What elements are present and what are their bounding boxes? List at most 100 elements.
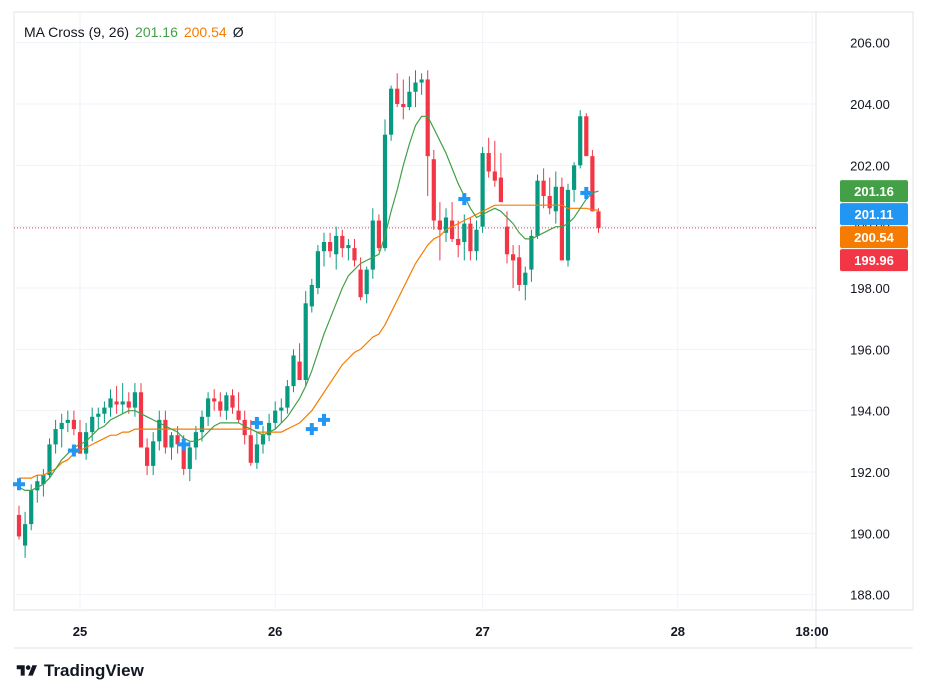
- cross-marker-v: [17, 478, 21, 491]
- price-badge: 199.96: [840, 249, 908, 272]
- price-badges: 201.16 201.11 200.54 199.96: [840, 180, 908, 272]
- candle-body: [340, 235, 345, 249]
- candle-up: [419, 73, 424, 95]
- candle-body: [41, 475, 46, 485]
- candle-body: [212, 398, 217, 402]
- candle-body: [224, 395, 229, 411]
- candle-body: [419, 79, 424, 83]
- candle-up: [273, 401, 278, 430]
- candle-up: [108, 389, 113, 417]
- candle-body: [370, 220, 375, 270]
- time-axis[interactable]: 25 26 27 28 18:00: [73, 624, 829, 639]
- candle-body: [65, 419, 70, 423]
- candle-body: [382, 134, 388, 249]
- candle-up: [193, 426, 198, 460]
- candle-body: [260, 435, 266, 445]
- candle-down: [395, 73, 400, 108]
- candle-down: [590, 150, 595, 212]
- candle-up: [413, 70, 418, 108]
- plot-area[interactable]: [13, 70, 816, 558]
- candle-down: [541, 168, 546, 209]
- candle-down: [492, 140, 497, 187]
- cross-marker: [580, 186, 593, 199]
- candle-body: [474, 229, 479, 252]
- hide-indicator-icon[interactable]: Ø: [232, 24, 244, 40]
- candle-body: [297, 361, 302, 380]
- candle-down: [584, 113, 589, 157]
- candle-body: [285, 386, 290, 408]
- price-badge-label: 200.54: [854, 230, 895, 245]
- tradingview-logo[interactable]: TradingView: [14, 661, 144, 681]
- candle-up: [309, 278, 314, 313]
- candle-down: [114, 386, 119, 414]
- candle-up: [206, 392, 211, 426]
- candle-up: [53, 419, 58, 454]
- x-tick-label: 25: [73, 624, 87, 639]
- candle-up: [553, 171, 558, 224]
- y-tick-label: 196.00: [850, 342, 890, 357]
- candle-body: [425, 79, 430, 157]
- indicator-legend[interactable]: MA Cross (9, 26) 201.16 200.54 Ø: [24, 24, 250, 40]
- candle-body: [358, 269, 363, 298]
- cross-marker: [67, 444, 80, 457]
- slow-ma-value: 200.54: [183, 24, 227, 40]
- candle-body: [565, 189, 571, 261]
- cross-marker-v: [71, 444, 76, 457]
- candle-body: [578, 116, 583, 166]
- candle-body: [291, 355, 296, 387]
- candle-body: [248, 435, 253, 463]
- x-tick-label: 18:00: [795, 624, 828, 639]
- candle-down: [352, 238, 357, 267]
- candle-up: [260, 426, 266, 454]
- candle-body: [596, 211, 601, 228]
- candle-body: [456, 238, 461, 246]
- candle-body: [468, 223, 473, 252]
- candle-body: [486, 153, 491, 172]
- candle-up: [96, 407, 101, 430]
- cross-marker-v: [309, 423, 314, 436]
- candle-body: [90, 416, 95, 433]
- candle-body: [96, 413, 101, 417]
- candle-down: [175, 426, 180, 454]
- candle-up: [254, 432, 259, 469]
- candle-down: [340, 229, 345, 258]
- y-tick-label: 192.00: [850, 465, 890, 480]
- candle-body: [267, 422, 272, 436]
- candle-body: [328, 242, 333, 252]
- candle-down: [230, 389, 235, 414]
- price-axis[interactable]: 188.00190.00192.00194.00196.00198.00200.…: [850, 36, 890, 603]
- fast-ma-value: 201.16: [135, 24, 178, 40]
- candle-down: [401, 79, 406, 120]
- price-badge: 200.54: [840, 226, 908, 249]
- candle-body: [535, 180, 540, 236]
- candle-body: [71, 419, 76, 430]
- cross-marker: [250, 416, 263, 429]
- cross-marker: [318, 413, 330, 426]
- candle-body: [315, 251, 320, 288]
- candle-up: [321, 232, 327, 267]
- price-badge-bg: [840, 203, 908, 226]
- candle-up: [120, 383, 125, 414]
- candle-body: [35, 481, 40, 491]
- candle-body: [517, 257, 522, 285]
- candle-down: [236, 392, 241, 423]
- candle-up: [480, 146, 485, 233]
- candle-body: [450, 220, 455, 239]
- cross-marker-v: [254, 416, 259, 429]
- candle-down: [437, 202, 442, 261]
- candle-down: [498, 153, 503, 203]
- candle-body: [437, 220, 442, 230]
- candle-up: [443, 208, 449, 242]
- candle-up: [41, 468, 46, 497]
- candle-down: [358, 257, 363, 301]
- candle-body: [132, 392, 137, 408]
- candle-body: [16, 514, 22, 537]
- candle-body: [187, 447, 192, 469]
- candle-body: [376, 220, 381, 249]
- cross-marker: [305, 423, 318, 436]
- cross-marker-v: [181, 438, 186, 451]
- candle-down: [248, 419, 253, 466]
- x-tick-label: 26: [268, 624, 282, 639]
- candle-up: [187, 441, 192, 482]
